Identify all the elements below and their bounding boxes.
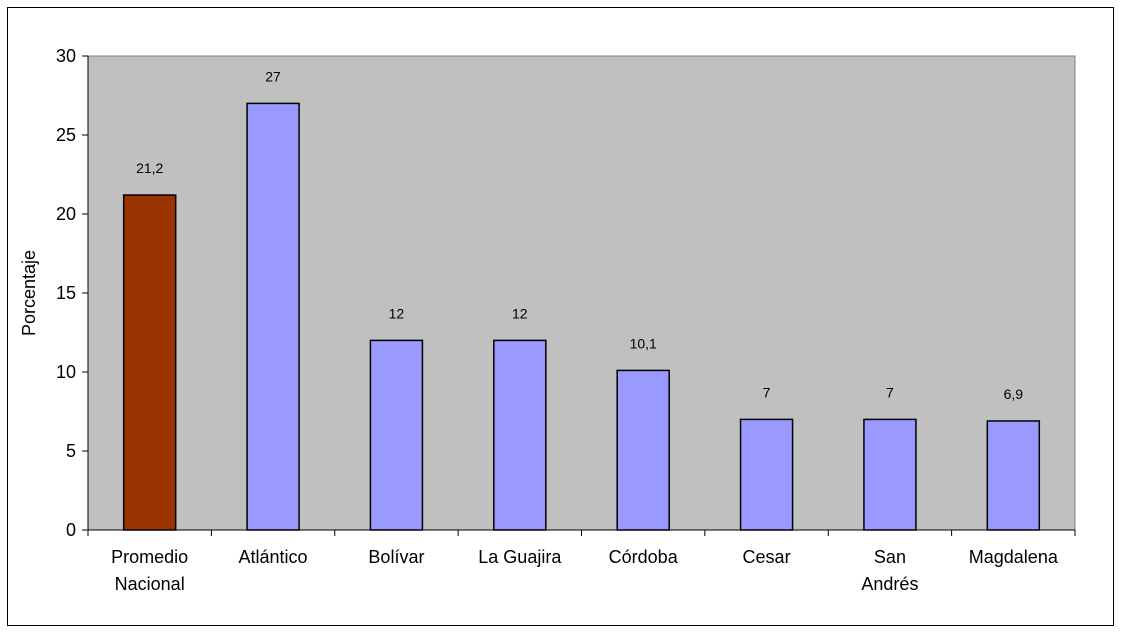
x-tick-label: Bolívar [368, 547, 424, 567]
x-tick-label: Magdalena [969, 547, 1059, 567]
data-label: 21,2 [136, 160, 163, 176]
x-tick-label: Córdoba [609, 547, 679, 567]
y-tick-label: 5 [66, 441, 76, 461]
y-tick-label: 10 [56, 362, 76, 382]
data-label: 27 [265, 68, 281, 84]
bar [493, 339, 547, 531]
y-axis-title: Porcentaje [19, 250, 39, 336]
bar [616, 369, 670, 531]
x-tick-label: San Andrés [861, 547, 918, 594]
bar [739, 418, 794, 531]
bar [863, 418, 917, 531]
y-tick-label: 30 [56, 46, 76, 66]
data-label: 6,9 [1004, 386, 1024, 402]
bar [246, 102, 300, 531]
x-tick-label: Cesar [743, 547, 791, 567]
data-label: 10,1 [630, 335, 657, 351]
y-tick-label: 15 [56, 283, 76, 303]
y-tick-label: 0 [66, 520, 76, 540]
y-tick-label: 25 [56, 125, 76, 145]
x-tick-label: La Guajira [478, 547, 562, 567]
data-label: 7 [763, 384, 771, 400]
bar [122, 194, 177, 531]
plot-area [87, 55, 1076, 531]
x-tick-label: Promedio Nacional [111, 547, 188, 594]
x-tick-label: Atlántico [239, 547, 308, 567]
data-labels-group: 21,2 27 12 12 10,1 7 7 6,9 [136, 68, 1023, 402]
data-label: 12 [389, 305, 405, 321]
y-axis: 0 5 10 15 20 25 30 [56, 46, 89, 540]
bar [986, 420, 1041, 531]
data-label: 7 [886, 384, 894, 400]
bar [369, 339, 424, 531]
bars-group [122, 102, 1041, 531]
y-tick-label: 20 [56, 204, 76, 224]
data-label: 12 [512, 305, 528, 321]
x-axis: Promedio Nacional Atlántico Bolívar La Guaji… [87, 529, 1076, 594]
